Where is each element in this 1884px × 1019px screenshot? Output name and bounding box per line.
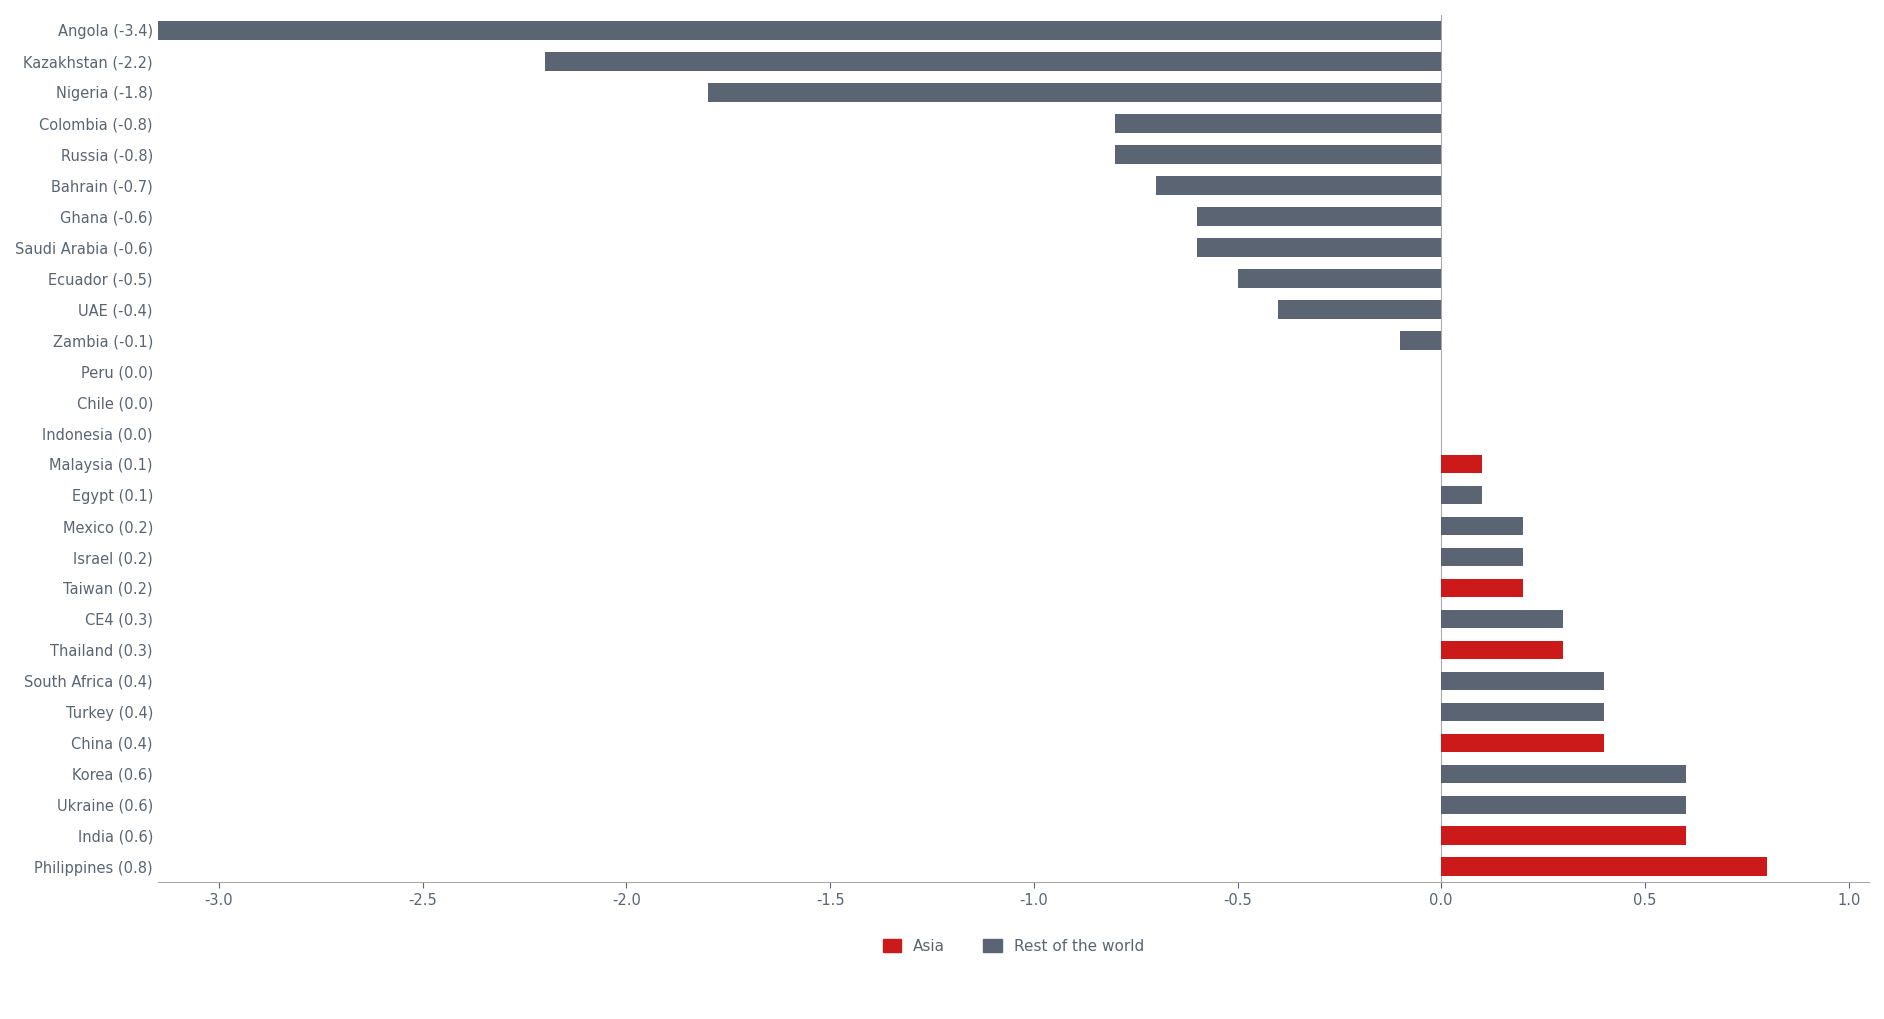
Bar	[1441, 796, 1686, 814]
Bar	[57, 21, 1441, 40]
Bar	[1441, 826, 1686, 845]
Bar	[1441, 579, 1522, 597]
Bar	[1441, 548, 1522, 567]
Bar	[1115, 145, 1441, 164]
Bar	[1400, 331, 1441, 350]
Bar	[1196, 238, 1441, 257]
Bar	[708, 84, 1441, 102]
Bar	[1238, 269, 1441, 287]
Bar	[1441, 486, 1483, 504]
Bar	[544, 52, 1441, 70]
Bar	[1441, 857, 1767, 876]
Bar	[1441, 517, 1522, 535]
Bar	[1441, 641, 1564, 659]
Bar	[1277, 300, 1441, 319]
Bar	[1441, 702, 1603, 721]
Bar	[1157, 176, 1441, 195]
Bar	[1115, 114, 1441, 132]
Bar	[1441, 734, 1603, 752]
Bar	[1441, 764, 1686, 784]
Legend: Asia, Rest of the world: Asia, Rest of the world	[874, 931, 1151, 961]
Bar	[1196, 207, 1441, 225]
Bar	[1441, 609, 1564, 629]
Bar	[1441, 672, 1603, 690]
Bar	[1441, 454, 1483, 474]
